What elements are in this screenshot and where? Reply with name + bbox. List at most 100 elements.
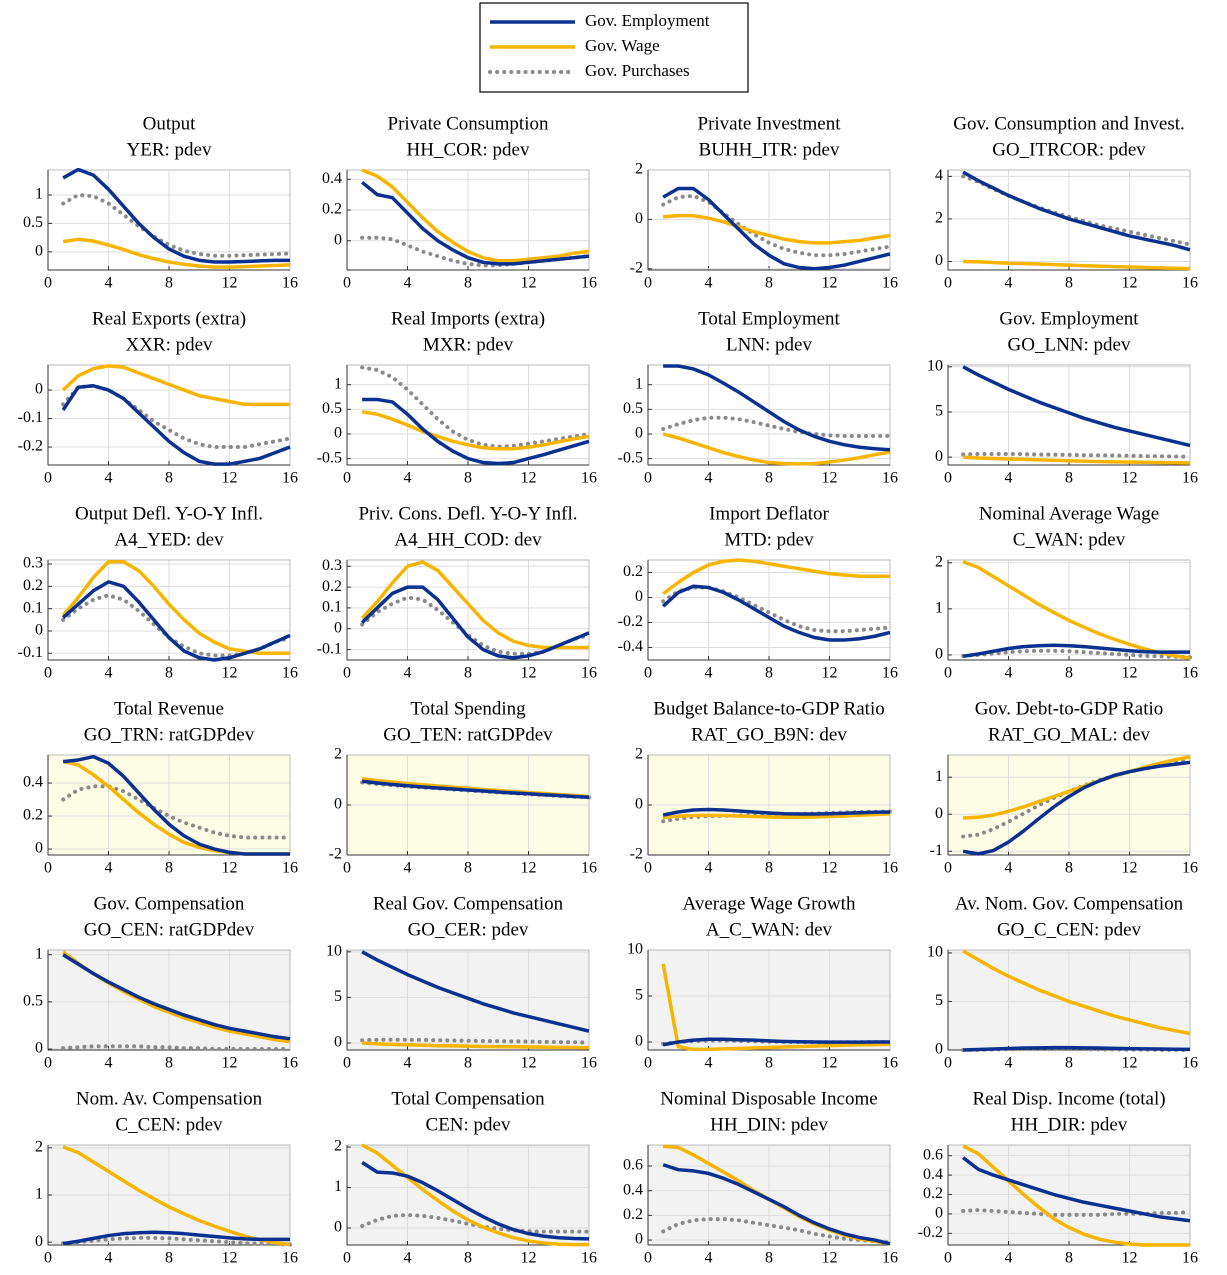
series-line <box>663 364 891 452</box>
panel-title: Total Revenue <box>114 698 224 719</box>
x-tick-label: 4 <box>105 470 113 487</box>
y-tick-label: -0.1 <box>317 640 342 657</box>
y-tick-label: 1 <box>334 375 342 392</box>
series-line <box>961 648 1192 660</box>
x-tick-label: 16 <box>882 275 898 292</box>
x-tick-label: 16 <box>1182 1055 1198 1072</box>
y-tick-label: 0.5 <box>623 400 643 417</box>
y-tick-label: 0 <box>635 210 643 227</box>
panel-subtitle: C_WAN: pdev <box>1013 529 1126 550</box>
y-tick-label: 10 <box>627 941 643 958</box>
y-tick-label: 2 <box>935 553 943 570</box>
x-tick-label: 16 <box>282 860 298 877</box>
x-tick-label: 8 <box>464 665 472 682</box>
series-line <box>962 170 1191 252</box>
y-tick-label: 1 <box>35 186 43 203</box>
panel-subtitle: GO_LNN: pdev <box>1008 334 1131 355</box>
x-tick-label: 4 <box>404 1055 412 1072</box>
x-tick-label: 16 <box>882 665 898 682</box>
series-line <box>62 237 291 269</box>
y-tick-label: 0 <box>635 425 643 442</box>
y-tick-label: 2 <box>635 746 643 763</box>
panel-title: Real Disp. Income (total) <box>972 1088 1165 1109</box>
series-line <box>62 754 290 856</box>
x-tick-label: 8 <box>464 1055 472 1072</box>
series-line <box>962 365 1191 448</box>
x-tick-label: 16 <box>282 665 298 682</box>
x-tick-label: 16 <box>882 470 898 487</box>
x-tick-label: 12 <box>222 470 238 487</box>
x-tick-label: 4 <box>404 1250 412 1267</box>
panel-subtitle: YER: pdev <box>127 139 212 160</box>
x-tick-label: 0 <box>944 1250 952 1267</box>
x-tick-label: 12 <box>822 665 838 682</box>
series-line <box>362 397 590 466</box>
y-tick-label: 0.2 <box>623 563 643 580</box>
x-tick-label: 8 <box>165 1250 173 1267</box>
x-tick-label: 0 <box>644 1250 652 1267</box>
series-line <box>62 1230 290 1246</box>
series-line <box>662 807 891 817</box>
x-tick-label: 12 <box>1122 275 1138 292</box>
legend-label: Gov. Employment <box>585 11 710 30</box>
x-tick-label: 4 <box>404 665 412 682</box>
x-tick-label: 4 <box>705 1250 713 1267</box>
y-tick-label: 5 <box>935 992 943 1009</box>
y-tick-label: 0 <box>935 646 943 663</box>
panel-title: Gov. Debt-to-GDP Ratio <box>975 698 1164 719</box>
x-tick-label: 12 <box>822 860 838 877</box>
y-tick-label: 1 <box>935 600 943 617</box>
x-tick-label: 4 <box>1005 1250 1013 1267</box>
y-tick-label: 0 <box>635 1033 643 1050</box>
x-tick-label: 16 <box>581 860 597 877</box>
y-tick-label: 0 <box>334 796 342 813</box>
series-line <box>361 779 590 799</box>
x-tick-label: 8 <box>1065 1250 1073 1267</box>
x-tick-label: 8 <box>765 665 773 682</box>
y-tick-label: 0 <box>334 425 342 442</box>
series-line <box>61 1044 292 1052</box>
panel-title: Real Gov. Compensation <box>373 893 564 914</box>
y-tick-label: -0.2 <box>618 613 643 630</box>
x-tick-label: 0 <box>343 860 351 877</box>
x-tick-label: 0 <box>44 1250 52 1267</box>
x-tick-label: 0 <box>944 665 952 682</box>
y-tick-label: 0 <box>935 252 943 269</box>
x-tick-label: 16 <box>1182 665 1198 682</box>
x-tick-label: 12 <box>222 1055 238 1072</box>
x-tick-label: 16 <box>581 470 597 487</box>
panel-title: Average Wage Growth <box>683 893 856 914</box>
panel-title: Private Consumption <box>388 113 549 134</box>
y-tick-label: -2 <box>329 846 342 863</box>
panel-subtitle: RAT_GO_B9N: dev <box>691 724 847 745</box>
series-line <box>662 812 891 820</box>
series-line <box>62 168 290 264</box>
x-tick-label: 12 <box>521 860 537 877</box>
x-tick-label: 8 <box>765 275 773 292</box>
x-tick-label: 12 <box>822 1250 838 1267</box>
y-tick-label: 0 <box>935 1205 943 1222</box>
panel-title: Output <box>143 113 197 134</box>
panel-subtitle: BUHH_ITR: pdev <box>699 139 840 160</box>
y-tick-label: 0 <box>334 231 342 248</box>
x-tick-label: 16 <box>581 1055 597 1072</box>
x-tick-label: 8 <box>165 860 173 877</box>
x-tick-label: 0 <box>944 860 952 877</box>
series-line <box>963 259 1191 271</box>
x-tick-label: 0 <box>343 470 351 487</box>
series-line <box>962 949 1191 1036</box>
x-tick-label: 0 <box>644 860 652 877</box>
series-line <box>963 755 1191 820</box>
y-tick-label: 5 <box>635 987 643 1004</box>
y-tick-label: 0.2 <box>322 578 342 595</box>
y-tick-label: 0.2 <box>23 577 43 594</box>
y-tick-label: 0 <box>635 1231 643 1248</box>
x-tick-label: 12 <box>822 1055 838 1072</box>
series-line <box>963 455 1191 465</box>
y-tick-label: 0.5 <box>322 400 342 417</box>
series-line <box>361 1143 589 1247</box>
series-line <box>361 180 590 266</box>
x-tick-label: 8 <box>165 275 173 292</box>
series-line <box>61 364 290 407</box>
x-tick-label: 16 <box>882 1250 898 1267</box>
